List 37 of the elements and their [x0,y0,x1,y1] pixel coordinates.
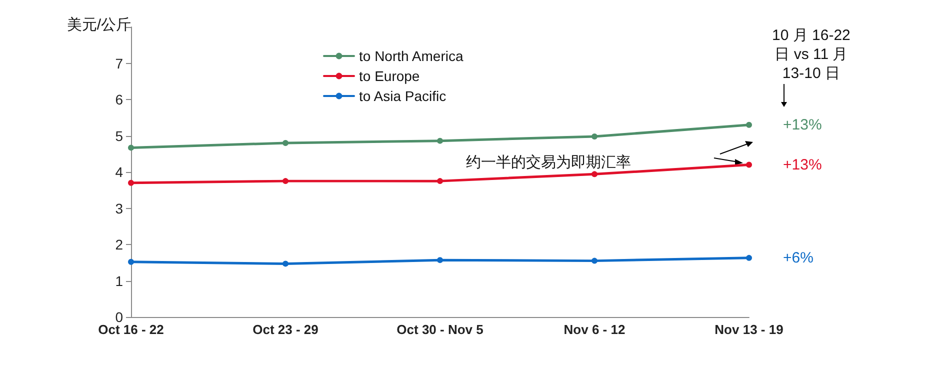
legend-label: to Asia Pacific [359,88,446,104]
y-tick-label: 3 [115,200,124,216]
point [437,178,443,184]
point [746,162,752,168]
legend-label: to Europe [359,68,420,84]
y-tick-label: 7 [115,55,124,72]
point [746,254,752,261]
point [746,122,752,128]
text: 10 月 16-22 日 vs 11 月 13-10 日 [772,27,850,82]
x-tick-label: Oct 30 - Nov 5 [396,322,484,337]
annotation: +13% [783,116,822,134]
x-tick-label: Nov 6 - 12 [564,322,626,337]
y-tick-label: 5 [115,128,124,144]
y-tick-label: 6 [115,92,124,108]
point [437,257,443,264]
point [282,178,288,184]
y-tick-label: 0 [115,309,124,325]
point [592,133,598,140]
point [592,258,598,264]
annotation: +13% [783,156,822,174]
x-tick-label: Oct 16 - 22 [98,322,164,337]
annotation: 约一半的交易为即期汇率 [466,154,631,171]
point [128,180,134,186]
point [437,138,443,144]
legend-label: to North America [359,48,464,64]
y-tick-label: 1 [115,272,124,289]
x-tick-label: Nov 13 - 19 [714,322,784,337]
point [282,260,288,267]
y-tick-label: 2 [115,236,124,252]
point [128,258,134,265]
x-tick-label: Oct 23 - 29 [252,322,318,337]
y-tick-label: 4 [115,164,124,180]
point [592,171,598,178]
point [128,144,134,151]
y-axis-title: 美元/公斤 [66,16,131,34]
point [282,140,288,146]
annotation: +6% [783,249,814,266]
